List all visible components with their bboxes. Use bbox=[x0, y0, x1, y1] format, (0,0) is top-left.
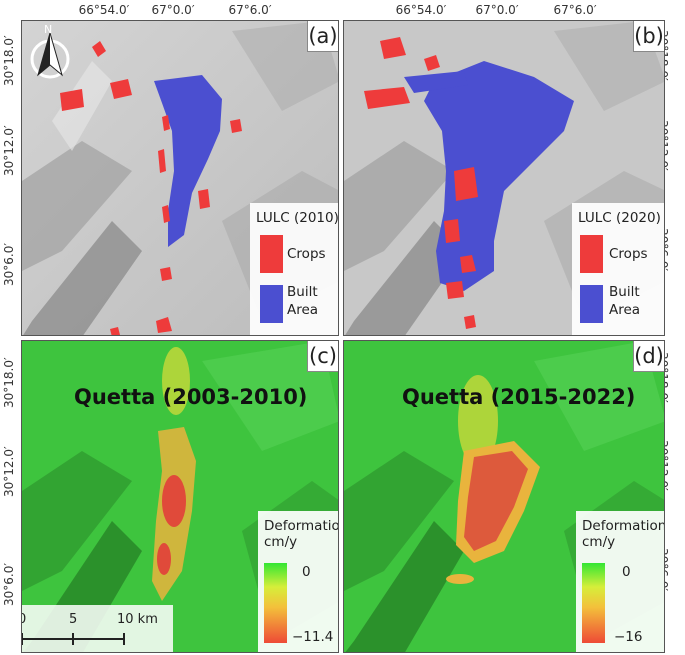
ramp-max: 0 bbox=[622, 564, 631, 580]
built-label: Built bbox=[287, 284, 318, 300]
ramp-min: −11.4 bbox=[292, 629, 334, 645]
scale-tick-10: 10 km bbox=[117, 612, 158, 627]
map-panel-c: Quetta (2003-2010) (c) Deformation cm/y … bbox=[21, 340, 339, 653]
color-ramp bbox=[264, 563, 287, 643]
lat-tick-bottom-1: 30°18.0′ bbox=[2, 357, 16, 408]
legend-unit: cm/y bbox=[582, 534, 616, 550]
lon-tick-a-1: 66°54.0′ bbox=[78, 3, 130, 17]
crops-swatch bbox=[580, 235, 603, 273]
panel-label-b: (b) bbox=[633, 21, 664, 52]
built-label-2: Area bbox=[609, 302, 641, 318]
panel-label-d: (d) bbox=[633, 341, 664, 372]
map-title-d: Quetta (2015-2022) bbox=[402, 385, 636, 409]
lat-tick-top-3: 30°6.0′ bbox=[2, 242, 16, 286]
built-label: Built bbox=[609, 284, 640, 300]
crops-label: Crops bbox=[609, 246, 648, 262]
lat-tick-top-2: 30°12.0′ bbox=[2, 125, 16, 176]
map-panel-b: (b) LULC (2020) Crops Built Area bbox=[343, 20, 665, 336]
map-panel-a: N (a) LULC (2010) Crops Built Area bbox=[21, 20, 339, 336]
ramp-max: 0 bbox=[302, 564, 311, 580]
built-label-2: Area bbox=[287, 302, 319, 318]
legend-title: Deformation bbox=[264, 518, 339, 534]
lat-tick-bottom-2: 30°12.0′ bbox=[2, 446, 16, 497]
ramp-min: −16 bbox=[614, 629, 643, 645]
scale-tick-5: 5 bbox=[69, 612, 78, 627]
legend-unit: cm/y bbox=[264, 534, 298, 550]
legend-lulc-2010: LULC (2010) Crops Built Area bbox=[250, 203, 339, 335]
north-label: N bbox=[44, 23, 53, 36]
panel-label-c: (c) bbox=[307, 341, 338, 372]
crops-swatch bbox=[260, 235, 283, 273]
panel-label-a: (a) bbox=[307, 21, 338, 52]
lon-tick-a-3: 67°6.0′ bbox=[228, 3, 272, 17]
lon-tick-b-2: 67°0.0′ bbox=[475, 3, 519, 17]
map-panel-d: Quetta (2015-2022) (d) Deformation cm/y … bbox=[343, 340, 665, 653]
lon-tick-b-3: 67°6.0′ bbox=[553, 3, 597, 17]
scale-bar: 0 5 10 km bbox=[22, 605, 173, 652]
lat-tick-top-1: 30°18.0′ bbox=[2, 35, 16, 86]
map-title-c: Quetta (2003-2010) bbox=[74, 385, 308, 409]
legend-deformation-d: Deformation cm/y 0 −16 bbox=[576, 511, 665, 652]
legend-deformation-c: Deformation cm/y 0 −11.4 bbox=[258, 511, 339, 652]
crops-label: Crops bbox=[287, 246, 326, 262]
legend-title: LULC (2020) bbox=[578, 210, 661, 226]
built-swatch bbox=[260, 285, 283, 323]
scale-tick-0: 0 bbox=[22, 612, 26, 627]
lat-tick-bottom-3: 30°6.0′ bbox=[2, 562, 16, 606]
color-ramp bbox=[582, 563, 605, 643]
legend-title: Deformation bbox=[582, 518, 665, 534]
lon-tick-b-1: 66°54.0′ bbox=[395, 3, 447, 17]
legend-title: LULC (2010) bbox=[256, 210, 339, 226]
built-swatch bbox=[580, 285, 603, 323]
lon-tick-a-2: 67°0.0′ bbox=[151, 3, 195, 17]
north-arrow-icon: N bbox=[30, 23, 70, 81]
legend-lulc-2020: LULC (2020) Crops Built Area bbox=[572, 203, 664, 335]
